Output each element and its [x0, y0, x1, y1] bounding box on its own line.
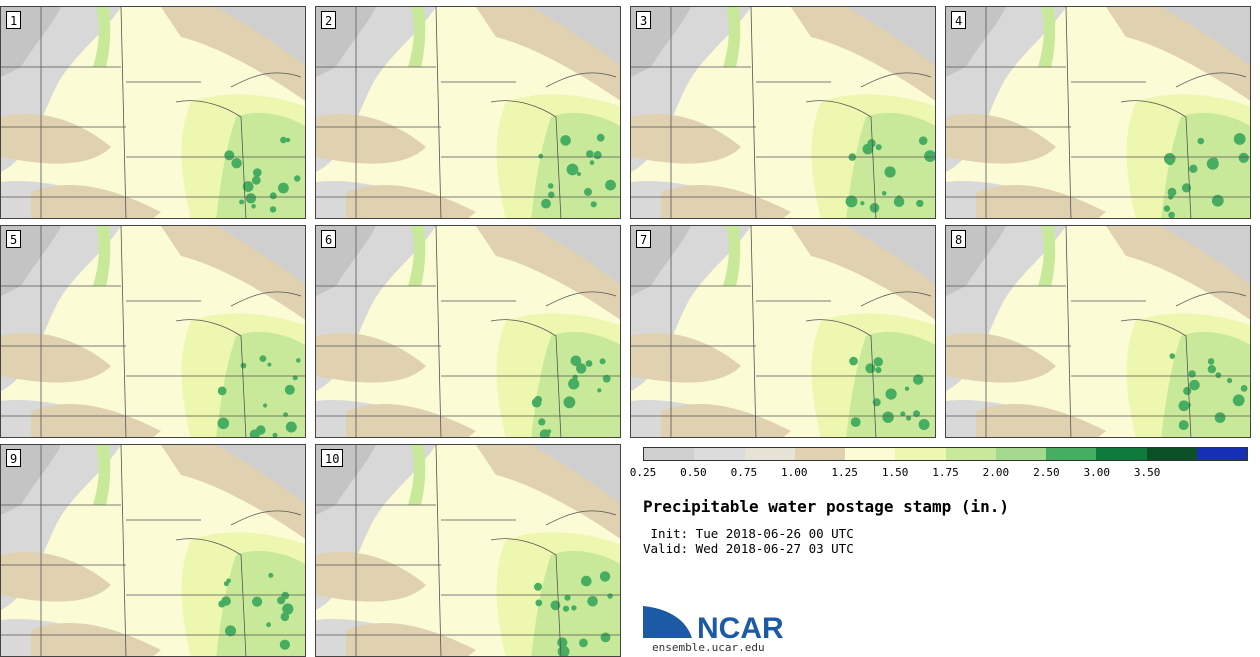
map-field [316, 7, 620, 218]
colorbar [643, 447, 1248, 461]
colorbar-segment [845, 448, 896, 460]
colorbar-tick-labels: 0.25 0.50 0.75 1.00 1.25 1.50 1.75 2.00 2.50 3.00… [630, 466, 1250, 482]
map-field [1, 445, 305, 656]
colorbar-segment [1046, 448, 1097, 460]
colorbar-tick-label: 2.50 [1033, 466, 1060, 479]
init-time: Init: Tue 2018-06-26 00 UTC [643, 526, 854, 541]
map-panel-10: 10 [315, 444, 621, 657]
map-panel-2: 2 [315, 6, 621, 219]
colorbar-segment [744, 448, 795, 460]
panel-label: 6 [321, 230, 337, 248]
map-panel-1: 1 [0, 6, 306, 219]
colorbar-tick-label: 2.00 [982, 466, 1010, 479]
map-field [631, 226, 935, 437]
colorbar-segment [995, 448, 1046, 460]
map-panel-5: 5 [0, 225, 306, 438]
panel-label: 4 [951, 11, 967, 29]
colorbar-segment [1096, 448, 1147, 460]
map-field [1, 7, 305, 218]
colorbar-segment [945, 448, 996, 460]
panel-label: 3 [636, 11, 652, 29]
logo-wordmark: NCAR [697, 612, 784, 645]
panel-label: 7 [636, 230, 652, 248]
map-panel-8: 8 [945, 225, 1251, 438]
panel-label: 8 [951, 230, 967, 248]
colorbar-tick-label: 1.25 [831, 466, 858, 479]
map-field [1, 226, 305, 437]
panel-label: 1 [6, 11, 22, 29]
colorbar-segment [644, 448, 695, 460]
valid-time: Valid: Wed 2018-06-27 03 UTC [643, 541, 854, 556]
panel-label: 10 [321, 449, 344, 467]
map-panel-7: 7 [630, 225, 936, 438]
map-field [316, 226, 620, 437]
colorbar-tick-label: 0.25 [629, 466, 657, 479]
map-panel-9: 9 [0, 444, 306, 657]
colorbar-tick-label: 0.75 [730, 466, 758, 479]
colorbar-segment [794, 448, 845, 460]
colorbar-tick-label: 3.00 [1083, 466, 1111, 479]
map-field [946, 226, 1250, 437]
figure-title: Precipitable water postage stamp (in.) [643, 497, 1010, 516]
colorbar-segment [1196, 448, 1247, 460]
ncar-logo: NCAR [643, 604, 784, 645]
colorbar-tick-label: 1.50 [881, 466, 909, 479]
colorbar-tick-label: 0.50 [680, 466, 707, 479]
colorbar-tick-label: 3.50 [1133, 466, 1161, 479]
map-panel-6: 6 [315, 225, 621, 438]
panel-label: 2 [321, 11, 337, 29]
map-field [946, 7, 1250, 218]
colorbar-segment [1146, 448, 1197, 460]
colorbar-tick-label: 1.75 [932, 466, 959, 479]
map-field [631, 7, 935, 218]
map-panel-4: 4 [945, 6, 1251, 219]
colorbar-tick-label: 1.00 [781, 466, 808, 479]
panel-label: 9 [6, 449, 22, 467]
logo-url: ensemble.ucar.edu [652, 641, 765, 654]
map-panel-3: 3 [630, 6, 936, 219]
map-field [316, 445, 620, 656]
colorbar-segment [694, 448, 745, 460]
colorbar-segment [895, 448, 946, 460]
panel-label: 5 [6, 230, 22, 248]
